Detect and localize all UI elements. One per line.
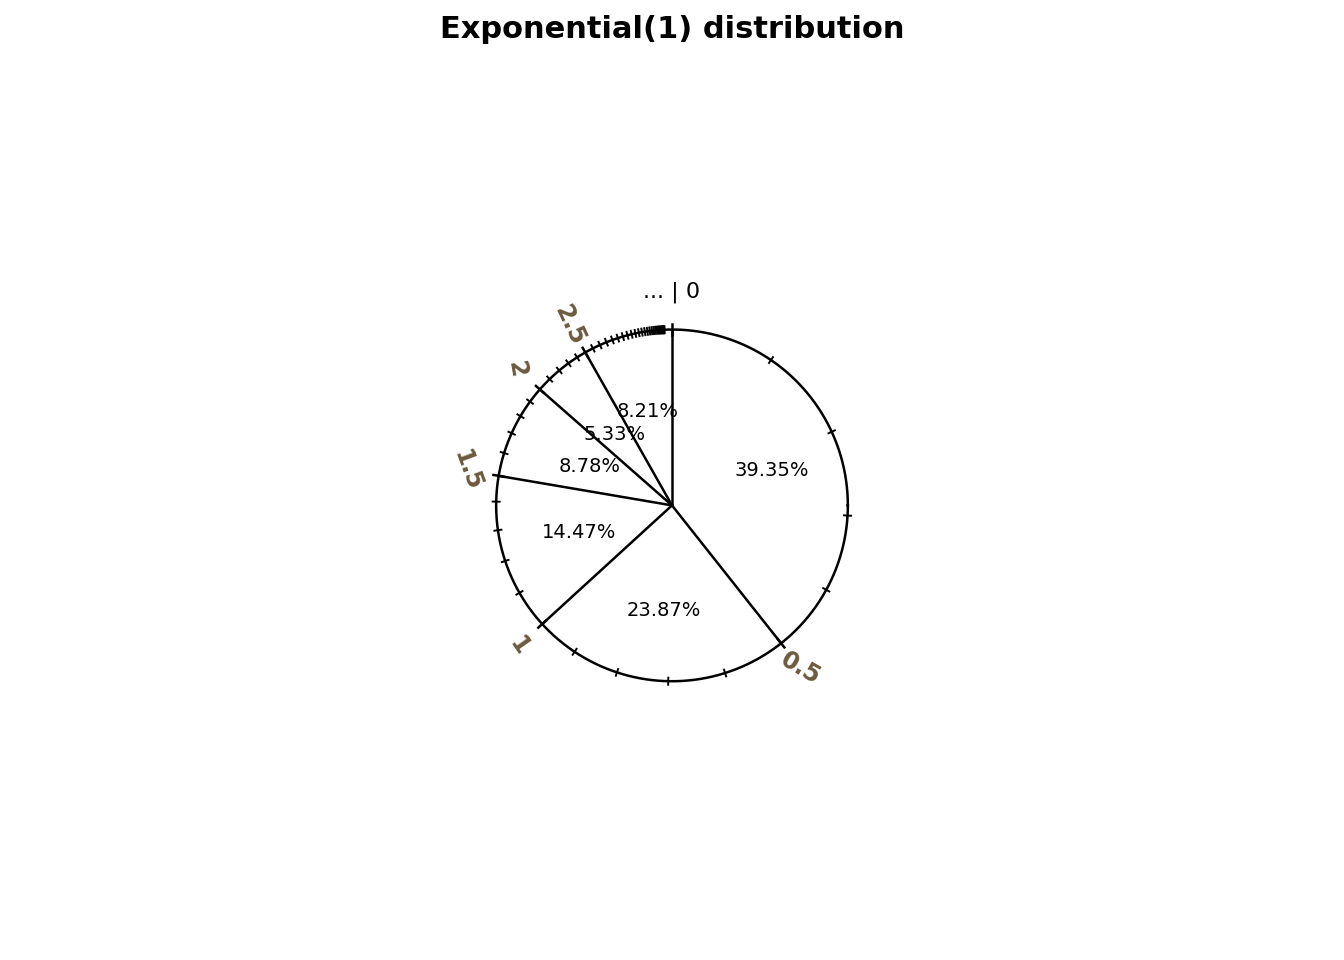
Text: 2: 2 (503, 358, 530, 378)
Text: 8.21%: 8.21% (617, 402, 679, 421)
Title: Exponential(1) distribution: Exponential(1) distribution (439, 15, 905, 44)
Text: 5.33%: 5.33% (583, 425, 645, 444)
Text: ... | 0: ... | 0 (644, 281, 700, 303)
Text: 39.35%: 39.35% (734, 461, 809, 480)
Text: 0.5: 0.5 (777, 647, 825, 689)
Text: 23.87%: 23.87% (626, 601, 700, 620)
Text: 8.78%: 8.78% (559, 457, 621, 475)
Text: 1: 1 (504, 632, 534, 659)
Text: 14.47%: 14.47% (542, 523, 617, 542)
Text: 1.5: 1.5 (449, 446, 487, 494)
Text: 2.5: 2.5 (550, 300, 590, 348)
